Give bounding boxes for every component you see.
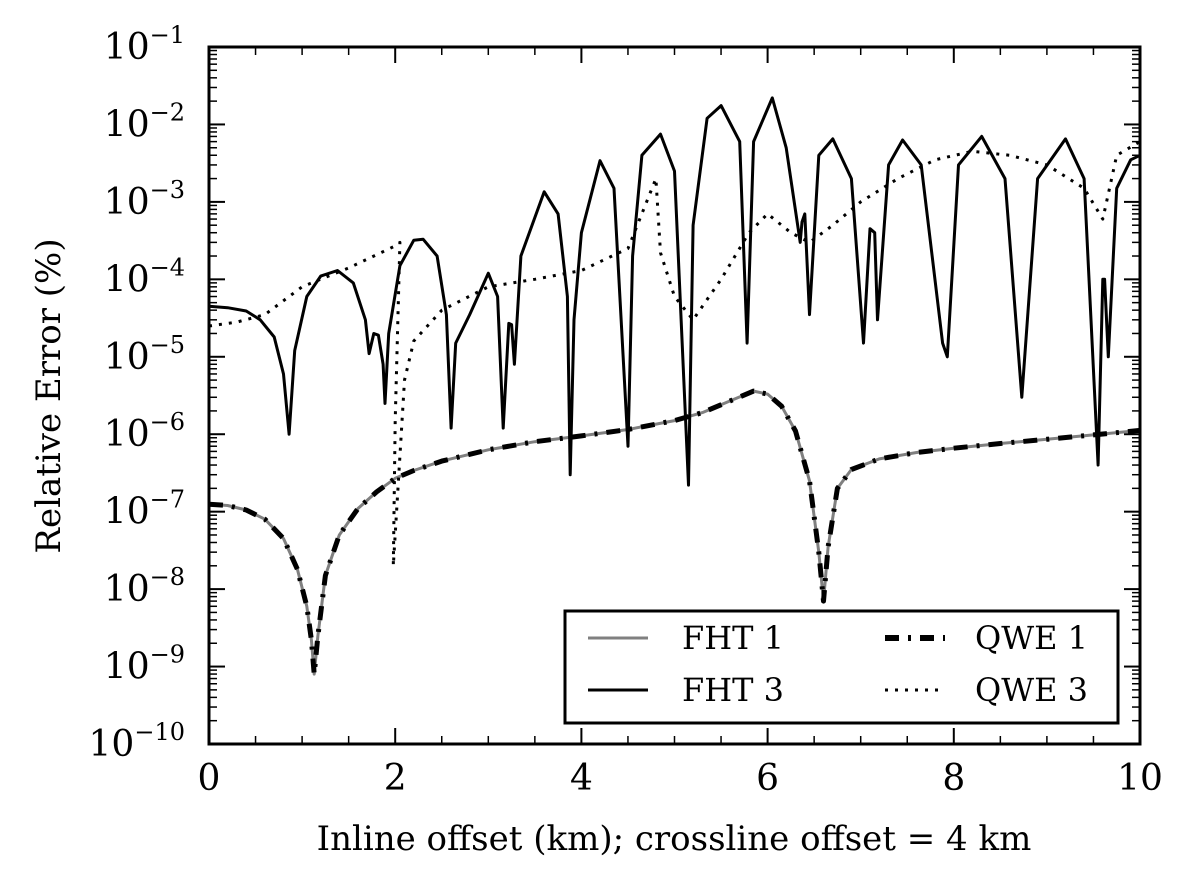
y-tick-label: 10−10 <box>89 718 185 765</box>
y-tick-label: 10−6 <box>104 408 185 455</box>
legend-label-qwe-3: QWE 3 <box>975 671 1088 709</box>
y-tick-label: 10−9 <box>104 641 185 688</box>
x-tick-label: 10 <box>1117 758 1163 799</box>
y-tick-label: 10−7 <box>104 486 185 533</box>
x-tick-label: 2 <box>384 758 407 799</box>
y-tick-base: 10 <box>104 569 150 610</box>
x-tick-label: 4 <box>570 758 593 799</box>
y-tick-label: 10−8 <box>104 563 185 610</box>
legend-box <box>563 609 1120 725</box>
y-tick-base: 10 <box>104 259 150 300</box>
y-tick-base: 10 <box>104 182 150 223</box>
y-tick-label: 10−3 <box>104 176 185 223</box>
axis-tick-labels: 0 2 4 6 8 1010−1010−910−810−710−610−510−410−3… <box>89 21 1163 799</box>
y-tick-label: 10−2 <box>104 98 185 145</box>
y-tick-label: 10−1 <box>104 21 185 68</box>
y-tick-exponent: −10 <box>134 718 185 746</box>
x-tick-label: 0 <box>198 758 221 799</box>
y-tick-base: 10 <box>104 492 150 533</box>
x-axis-title: Inline offset (km); crossline offset = 4… <box>317 819 1032 859</box>
legend-label-fht-1: FHT 1 <box>682 619 784 657</box>
y-tick-base: 10 <box>89 724 135 765</box>
y-tick-label: 10−5 <box>104 331 185 378</box>
plot-series <box>208 96 1141 677</box>
y-tick-exponent: −3 <box>150 176 185 204</box>
series-fht-3-line <box>208 96 1141 487</box>
legend: FHT 1 FHT 3 QWE 1 QWE 3 <box>563 609 1120 725</box>
y-tick-exponent: −8 <box>150 563 185 591</box>
y-axis-title: Relative Error (%) <box>29 238 69 553</box>
plot-frame <box>207 45 1142 746</box>
y-tick-exponent: −4 <box>150 253 185 281</box>
y-tick-exponent: −5 <box>150 331 185 359</box>
series-qwe-3-line <box>208 140 1141 568</box>
y-tick-label: 10−4 <box>104 253 185 300</box>
y-tick-exponent: −7 <box>150 486 185 514</box>
y-tick-exponent: −2 <box>150 98 185 126</box>
y-tick-base: 10 <box>104 337 150 378</box>
series-qwe-1-line <box>208 388 1141 677</box>
x-tick-label: 6 <box>756 758 779 799</box>
y-tick-exponent: −1 <box>150 21 185 49</box>
y-tick-exponent: −9 <box>150 641 185 669</box>
y-tick-exponent: −6 <box>150 408 185 436</box>
y-tick-base: 10 <box>104 647 150 688</box>
y-tick-base: 10 <box>104 27 150 68</box>
y-tick-base: 10 <box>104 414 150 455</box>
x-tick-label: 8 <box>942 758 965 799</box>
legend-label-qwe-1: QWE 1 <box>975 619 1088 657</box>
legend-label-fht-3: FHT 3 <box>682 671 784 709</box>
y-tick-base: 10 <box>104 104 150 145</box>
